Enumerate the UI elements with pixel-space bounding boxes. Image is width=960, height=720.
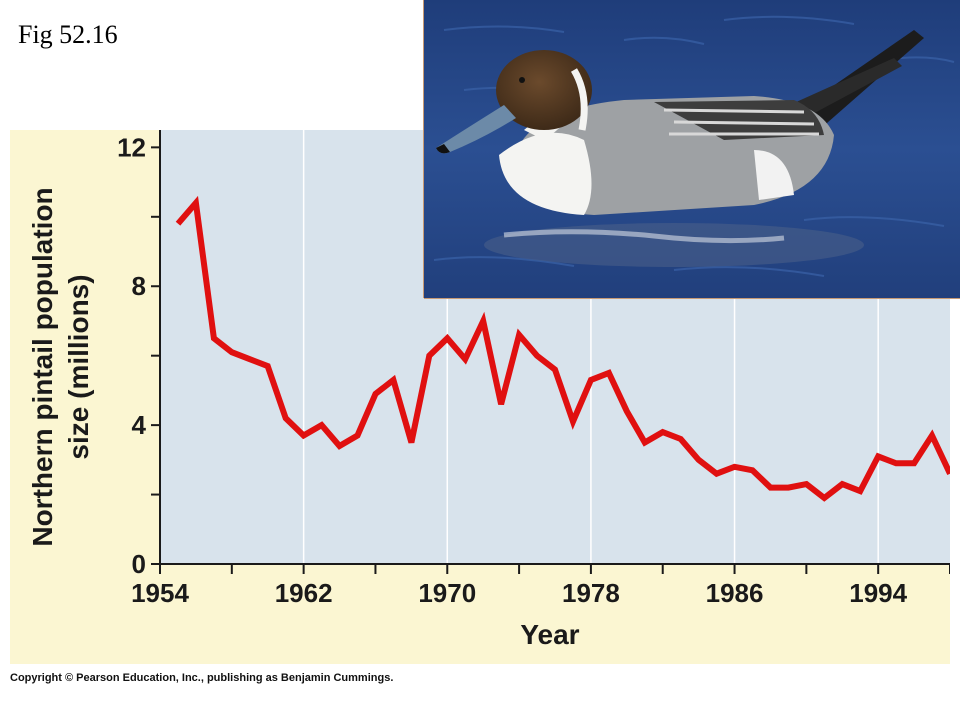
x-tick-label-1970: 1970 xyxy=(418,578,476,608)
y-tick-label-12: 12 xyxy=(117,132,146,162)
y-tick-label-4: 4 xyxy=(132,410,147,440)
y-tick-label-0: 0 xyxy=(132,549,146,579)
series-lines xyxy=(175,195,950,502)
x-tick-label-1986: 1986 xyxy=(706,578,764,608)
copyright-notice: Copyright © Pearson Education, Inc., pub… xyxy=(10,672,394,684)
series-line-0 xyxy=(175,195,950,502)
x-tick-label-1954: 1954 xyxy=(131,578,189,608)
axis-titles: Year Northern pintail population size (mil… xyxy=(27,187,580,650)
x-tick-label-1962: 1962 xyxy=(275,578,333,608)
tick-labels: 0 4 8 12 1954 1962 1970 1978 1986 1994 xyxy=(117,132,908,608)
x-axis-title: Year xyxy=(520,619,579,650)
y-tick-label-8: 8 xyxy=(132,271,146,301)
x-tick-label-1994: 1994 xyxy=(849,578,907,608)
y-axis-title-line1: Northern pintail population xyxy=(27,187,58,546)
duck-photo xyxy=(424,0,960,298)
figure-label: Fig 52.16 xyxy=(18,20,118,49)
axes xyxy=(151,130,950,574)
x-tick-label-1978: 1978 xyxy=(562,578,620,608)
y-axis-title-line2: size (millions) xyxy=(63,274,94,459)
